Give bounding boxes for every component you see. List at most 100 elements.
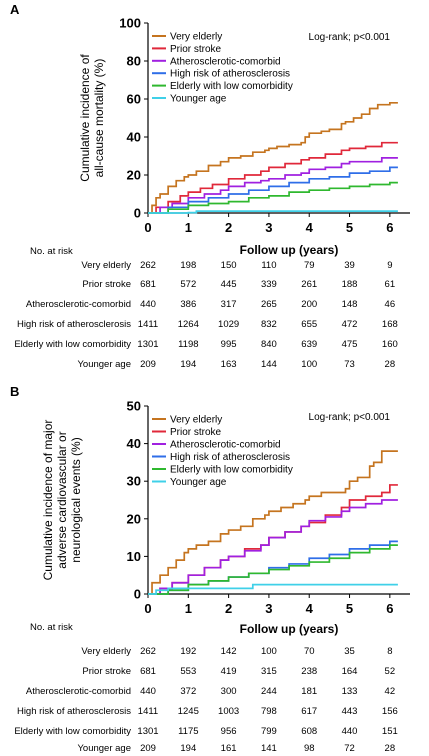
at-risk-value: 1301 xyxy=(137,339,158,350)
at-risk-value: 244 xyxy=(261,686,277,697)
at-risk-value: 1411 xyxy=(138,319,158,330)
at-risk-value: 339 xyxy=(261,279,277,290)
at-risk-value: 840 xyxy=(261,339,277,350)
at-risk-value: 164 xyxy=(342,666,358,677)
at-risk-value: 148 xyxy=(342,299,358,310)
at-risk-title: No. at risk xyxy=(30,622,73,633)
at-risk-value: 98 xyxy=(304,743,315,754)
chart-panel-b: B 0 10 20 30 40 50 0 1 2 3 4 5 6 Cumulative incidence … xyxy=(10,384,410,754)
at-risk-value: 156 xyxy=(382,706,398,717)
legend-label: Atherosclerotic-comorbid xyxy=(170,56,281,67)
at-risk-value: 472 xyxy=(342,319,358,330)
x-axis-label: Follow up (years) xyxy=(240,243,339,257)
x-tick-label: 2 xyxy=(225,220,232,235)
at-risk-value: 144 xyxy=(261,359,277,370)
at-risk-row-label: Atherosclerotic-comorbid xyxy=(26,299,131,310)
series-line-0 xyxy=(148,450,398,595)
legend-label: Elderly with low comorbidity xyxy=(170,465,293,476)
at-risk-value: 209 xyxy=(140,743,156,754)
at-risk-value: 265 xyxy=(261,299,277,310)
at-risk-value: 163 xyxy=(221,359,237,370)
at-risk-value: 681 xyxy=(140,279,156,290)
at-risk-value: 161 xyxy=(221,743,237,754)
at-risk-value: 317 xyxy=(221,299,237,310)
at-risk-value: 46 xyxy=(385,299,396,310)
legend-label: Younger age xyxy=(170,94,227,105)
x-tick-label: 5 xyxy=(346,601,353,616)
at-risk-value: 608 xyxy=(301,726,317,737)
y-tick-label: 0 xyxy=(134,206,141,221)
at-risk-value: 28 xyxy=(385,359,396,370)
at-risk-value: 28 xyxy=(385,743,396,754)
at-risk-value: 61 xyxy=(385,279,396,290)
at-risk-value: 553 xyxy=(180,666,196,677)
x-axis-label: Follow up (years) xyxy=(240,622,339,636)
log-rank-annotation: Log-rank; p<0.001 xyxy=(309,412,391,423)
legend-label: Elderly with low comorbidity xyxy=(170,81,293,92)
x-tick-label: 1 xyxy=(185,601,192,616)
at-risk-value: 194 xyxy=(180,359,196,370)
at-risk-row-label: Elderly with low comorbidity xyxy=(14,339,131,350)
at-risk-row-label: Elderly with low comorbidity xyxy=(14,726,131,737)
at-risk-value: 110 xyxy=(261,260,276,271)
at-risk-value: 995 xyxy=(221,339,237,350)
at-risk-value: 9 xyxy=(387,260,392,271)
at-risk-value: 70 xyxy=(304,646,315,657)
at-risk-value: 798 xyxy=(261,706,277,717)
at-risk-value: 188 xyxy=(342,279,358,290)
at-risk-value: 832 xyxy=(261,319,277,330)
at-risk-value: 315 xyxy=(261,666,277,677)
at-risk-row-label: Very elderly xyxy=(81,260,131,271)
at-risk-row-label: Prior stroke xyxy=(82,279,131,290)
x-tick-label: 1 xyxy=(185,220,192,235)
x-tick-label: 3 xyxy=(265,601,272,616)
legend-label: Prior stroke xyxy=(170,427,222,438)
y-tick-label: 80 xyxy=(127,54,141,69)
series-line-3 xyxy=(148,540,398,595)
y-tick-label: 40 xyxy=(127,436,141,451)
legend-label: Very elderly xyxy=(170,32,222,43)
y-tick-label: 100 xyxy=(119,16,141,31)
at-risk-value: 238 xyxy=(301,666,317,677)
at-risk-value: 262 xyxy=(140,260,156,271)
x-tick-label: 5 xyxy=(346,220,353,235)
at-risk-value: 956 xyxy=(221,726,237,737)
at-risk-value: 192 xyxy=(180,646,196,657)
at-risk-value: 445 xyxy=(221,279,237,290)
legend-label: Younger age xyxy=(170,477,227,488)
at-risk-value: 440 xyxy=(140,299,156,310)
at-risk-value: 151 xyxy=(382,726,398,737)
legend-label: Prior stroke xyxy=(170,44,222,55)
at-risk-value: 443 xyxy=(342,706,358,717)
legend-label: High risk of atherosclerosis xyxy=(170,69,290,80)
at-risk-value: 262 xyxy=(140,646,156,657)
at-risk-value: 8 xyxy=(387,646,392,657)
at-risk-row-label: Younger age xyxy=(77,359,131,370)
y-tick-label: 10 xyxy=(127,549,141,564)
at-risk-value: 1198 xyxy=(178,339,198,350)
at-risk-value: 261 xyxy=(301,279,317,290)
at-risk-value: 617 xyxy=(301,706,317,717)
y-tick-label: 50 xyxy=(127,399,141,414)
at-risk-value: 1003 xyxy=(218,706,239,717)
at-risk-value: 133 xyxy=(342,686,358,697)
at-risk-value: 1175 xyxy=(178,726,198,737)
at-risk-value: 1301 xyxy=(137,726,158,737)
series-line-3 xyxy=(148,166,398,214)
at-risk-value: 1411 xyxy=(138,706,158,717)
x-tick-label: 0 xyxy=(144,220,151,235)
at-risk-value: 39 xyxy=(344,260,355,271)
y-tick-label: 20 xyxy=(127,511,141,526)
series-line-2 xyxy=(148,157,398,214)
legend-label: Very elderly xyxy=(170,415,222,426)
x-tick-label: 0 xyxy=(144,601,151,616)
at-risk-value: 100 xyxy=(261,646,277,657)
at-risk-value: 160 xyxy=(382,339,398,350)
at-risk-value: 168 xyxy=(382,319,398,330)
at-risk-row-label: Prior stroke xyxy=(82,666,131,677)
chart-panel-a: A 0 20 40 60 80 100 0 1 2 3 4 5 6 Cumulative incidence… xyxy=(10,2,410,370)
at-risk-value: 79 xyxy=(304,260,315,271)
y-tick-label: 40 xyxy=(127,130,141,145)
at-risk-value: 73 xyxy=(344,359,355,370)
